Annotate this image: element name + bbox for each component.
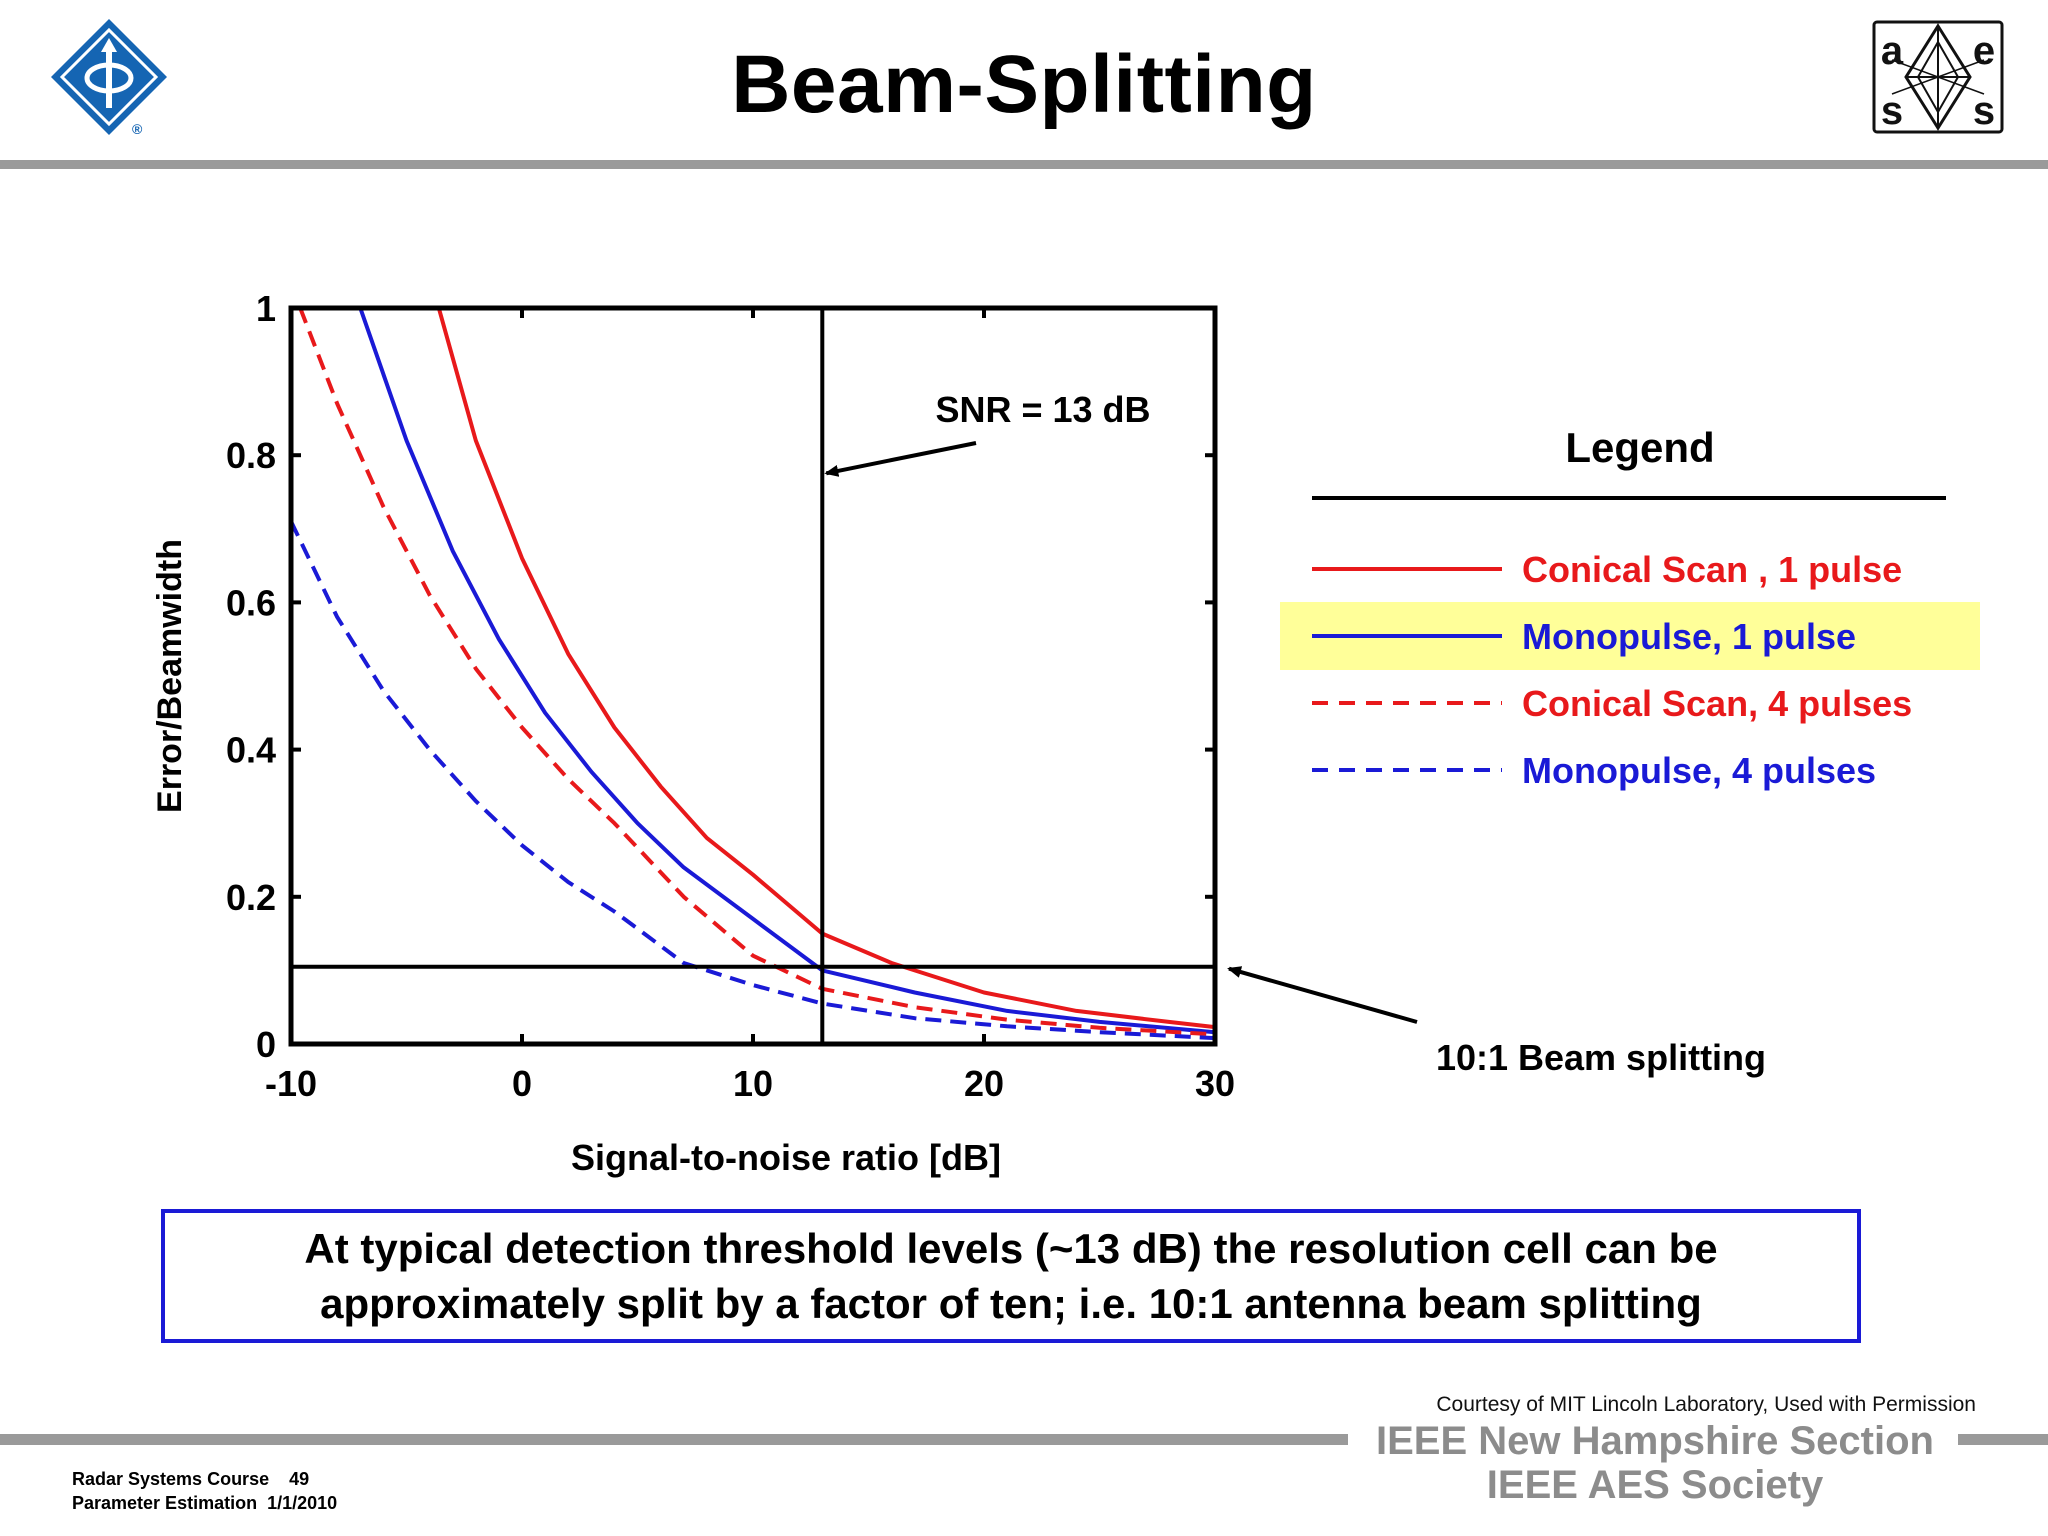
y-tick-label: 0.6 xyxy=(226,582,276,623)
footer-rule-right xyxy=(1958,1434,2048,1445)
legend-label-1: Conical Scan , 1 pulse xyxy=(1522,549,1902,590)
aess-logo: a e s s xyxy=(1872,20,2004,134)
society-line-1: IEEE New Hampshire Section xyxy=(1376,1419,1934,1463)
series-line-3 xyxy=(298,307,1216,1037)
snr-annotation-label: SNR = 13 dB xyxy=(935,389,1150,430)
course-line-1: Radar Systems Course 49 xyxy=(72,1469,310,1489)
ieee-diamond-logo-icon: ® xyxy=(51,19,167,137)
legend-title: Legend xyxy=(1565,424,1714,471)
x-tick-label: -10 xyxy=(265,1063,317,1104)
series-line-1 xyxy=(436,307,1216,1030)
x-tick-label: 0 xyxy=(512,1063,532,1104)
legend-label-2: Monopulse, 1 pulse xyxy=(1522,616,1856,657)
y-tick-label: 0.4 xyxy=(226,730,276,771)
ieee-logo: ® xyxy=(48,16,170,138)
snr-annotation-arrow xyxy=(824,441,977,477)
series-line-4 xyxy=(289,520,1216,1041)
registered-mark: ® xyxy=(132,121,143,137)
course-line-2: Parameter Estimation 1/1/2010 xyxy=(72,1493,338,1513)
beam-split-annotation-label: 10:1 Beam splitting xyxy=(1436,1037,1766,1078)
x-axis-label: Signal-to-noise ratio [dB] xyxy=(571,1137,1001,1178)
caption-text: At typical detection threshold levels (~… xyxy=(304,1225,1718,1327)
legend-label-4: Monopulse, 4 pulses xyxy=(1522,750,1876,791)
y-axis-label: Error/Beamwidth xyxy=(151,539,189,813)
aess-logo-icon: a e s s xyxy=(1872,20,2004,134)
x-tick-label: 10 xyxy=(733,1063,773,1104)
aess-letter-e: e xyxy=(1973,29,1995,73)
footer-rule-left xyxy=(0,1434,1348,1445)
aess-letter-a: a xyxy=(1881,29,1904,73)
series-line-2 xyxy=(358,307,1216,1035)
x-tick-label: 20 xyxy=(964,1063,1004,1104)
header-rule xyxy=(0,160,2048,169)
caption-box: At typical detection threshold levels (~… xyxy=(161,1209,1861,1343)
society-line-2: IEEE AES Society xyxy=(1486,1463,1824,1507)
aess-letter-s2: s xyxy=(1973,89,1995,133)
courtesy-note: Courtesy of MIT Lincoln Laboratory, Used… xyxy=(1436,1393,1976,1416)
aess-letter-s1: s xyxy=(1881,89,1903,133)
legend-label-3: Conical Scan, 4 pulses xyxy=(1522,683,1912,724)
slide-title: Beam-Splitting xyxy=(731,39,1317,130)
x-tick-label: 30 xyxy=(1195,1063,1235,1104)
y-tick-label: 1 xyxy=(256,288,276,329)
y-tick-label: 0 xyxy=(256,1024,276,1065)
y-tick-label: 0.2 xyxy=(226,877,276,918)
y-tick-label: 0.8 xyxy=(226,435,276,476)
beam-split-annotation-arrow xyxy=(1227,966,1418,1024)
